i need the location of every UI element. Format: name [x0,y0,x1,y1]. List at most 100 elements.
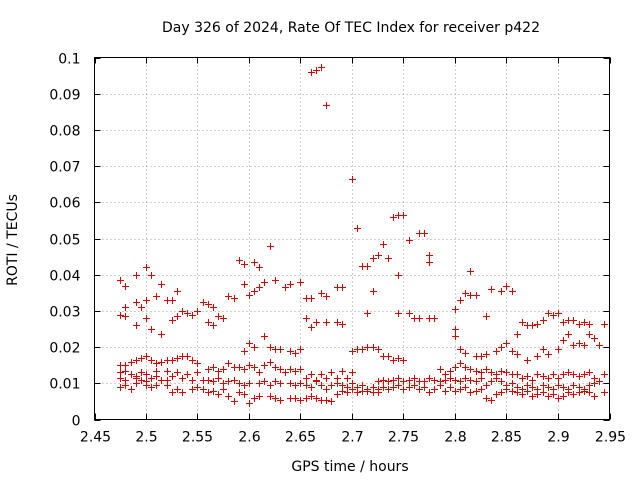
data-point [241,366,248,373]
data-point [591,393,598,400]
data-point [395,382,402,389]
data-point [400,212,407,219]
data-point [205,301,212,308]
data-point [292,382,299,389]
data-point [323,102,330,109]
data-point [292,350,299,357]
data-point [323,397,330,404]
data-point [344,375,351,382]
data-point [462,350,469,357]
data-point [158,377,165,384]
data-point [519,375,526,382]
data-point [406,310,413,317]
data-point [194,308,201,315]
data-point [576,389,583,396]
data-point [174,369,181,376]
data-point [297,279,304,286]
data-point [292,395,299,402]
data-point [122,368,129,375]
data-point [153,293,160,300]
data-point [447,368,454,375]
data-point [416,315,423,322]
data-point [524,382,531,389]
x-tick-label: 2.65 [285,430,316,446]
data-point [174,355,181,362]
data-point [256,393,263,400]
data-point [406,237,413,244]
data-point [158,281,165,288]
data-point [251,259,258,266]
data-point [514,371,521,378]
data-point [540,373,547,380]
data-point [483,395,490,402]
data-point [570,382,577,389]
data-point [431,386,438,393]
data-point [277,346,284,353]
data-point [133,272,140,279]
data-point [143,264,150,271]
data-point [138,369,145,376]
data-point [534,353,541,360]
data-point [215,313,222,320]
data-point [380,241,387,248]
data-point [478,369,485,376]
data-point [529,322,536,329]
y-tick-label: 0.03 [49,305,80,321]
data-point [514,351,521,358]
data-point [437,366,444,373]
data-point [138,304,145,311]
data-point [483,382,490,389]
data-point [349,176,356,183]
data-point [364,388,371,395]
data-point [148,326,155,333]
data-point [297,366,304,373]
data-point [169,357,176,364]
data-point [133,322,140,329]
data-point [570,317,577,324]
x-tick-label: 2.7 [341,430,363,446]
y-tick-label: 0.01 [49,377,80,393]
data-point [164,368,171,375]
data-point [503,340,510,347]
data-point [390,377,397,384]
data-point [323,386,330,393]
data-point [421,384,428,391]
data-point [442,377,449,384]
data-point [308,393,315,400]
data-point [560,371,567,378]
data-point [370,288,377,295]
data-point [267,382,274,389]
data-point [488,397,495,404]
data-point [498,368,505,375]
data-point [550,312,557,319]
data-point [596,378,603,385]
data-point [133,299,140,306]
data-point [313,319,320,326]
data-point [210,364,217,371]
data-point [364,344,371,351]
data-point [570,371,577,378]
data-point [349,386,356,393]
data-point [364,310,371,317]
data-point [545,393,552,400]
data-point [395,355,402,362]
data-point [406,384,413,391]
data-point [586,369,593,376]
data-point [591,335,598,342]
data-point [524,373,531,380]
data-point [540,317,547,324]
data-point [426,252,433,259]
data-point [215,368,222,375]
data-point [545,375,552,382]
data-point [261,362,268,369]
data-point [431,315,438,322]
data-point [467,377,474,384]
data-point [303,395,310,402]
data-point [318,64,325,71]
data-point [143,297,150,304]
data-point [555,346,562,353]
data-point [292,368,299,375]
data-point [246,400,253,407]
data-point [210,322,217,329]
data-point [498,378,505,385]
